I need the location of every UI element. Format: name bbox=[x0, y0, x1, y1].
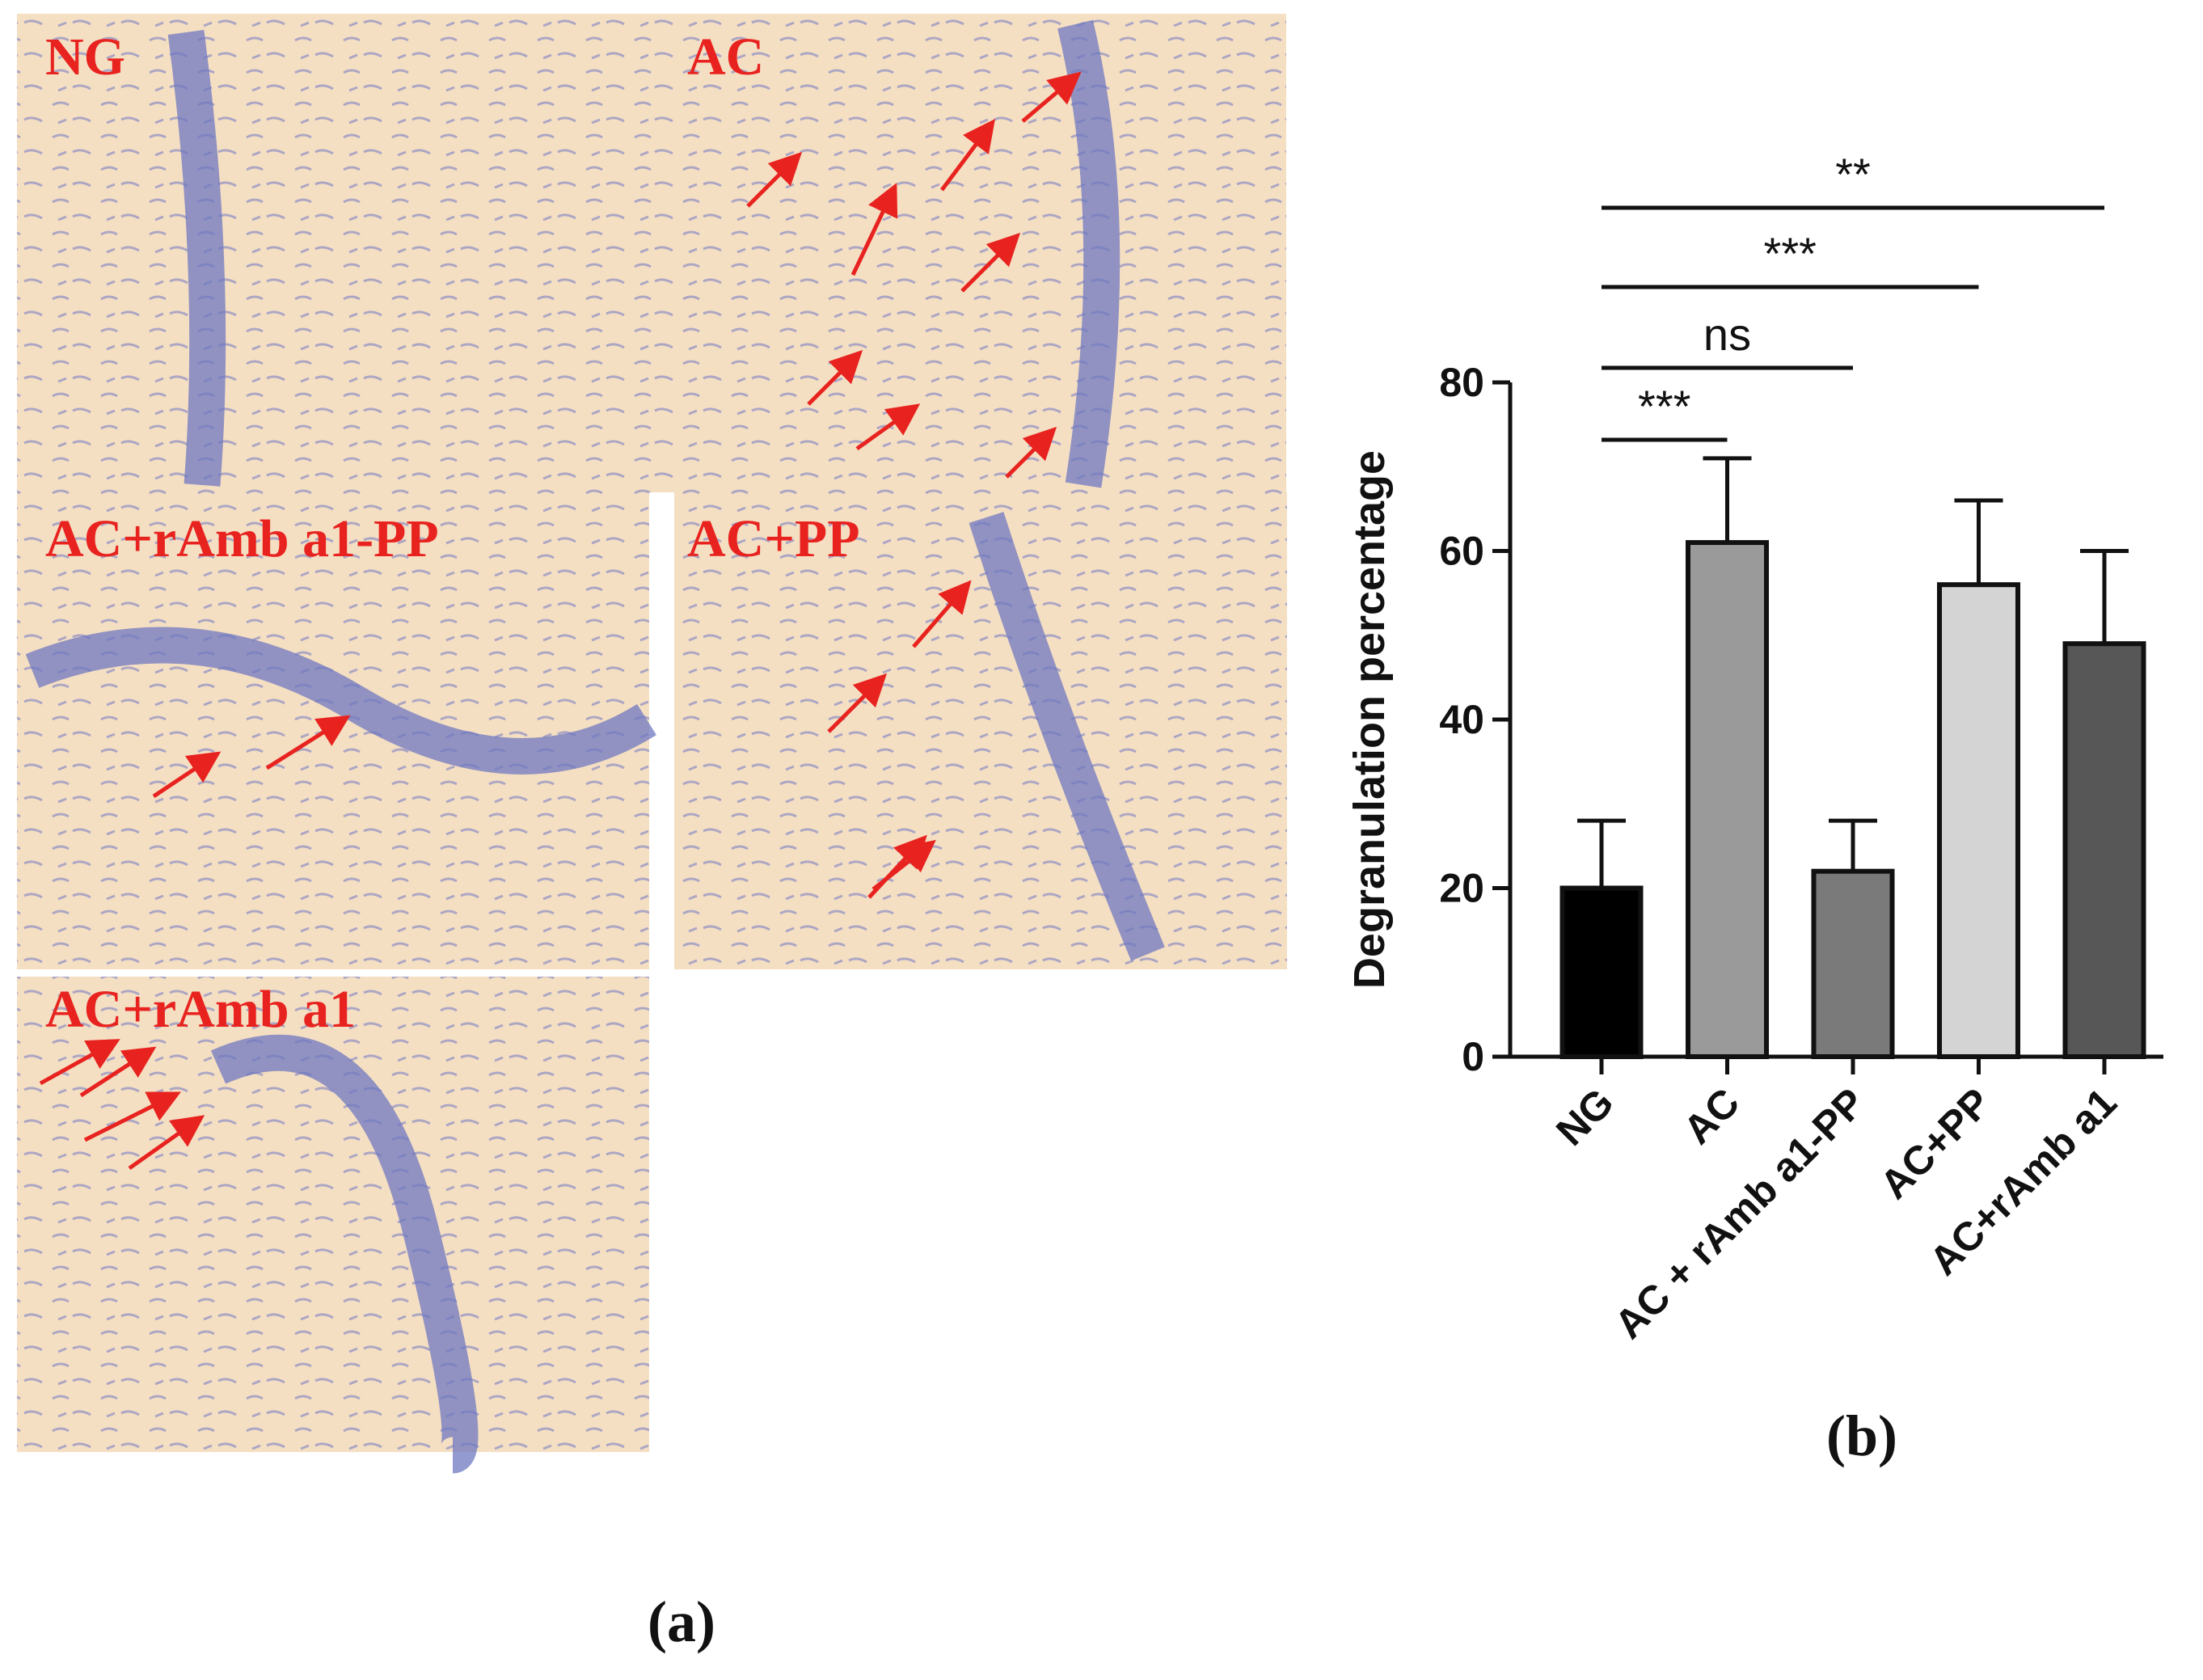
micrograph bbox=[649, 14, 1286, 492]
micrograph-label: AC+rAmb a1 bbox=[45, 980, 356, 1039]
bar bbox=[1559, 885, 1644, 1059]
significance-label: *** bbox=[1764, 228, 1817, 279]
y-tick-label: 40 bbox=[1439, 697, 1484, 742]
y-axis-label: Degranulation percentage bbox=[1345, 450, 1394, 989]
panel-label: (a) bbox=[648, 1589, 715, 1654]
significance-label: *** bbox=[1638, 381, 1690, 432]
y-tick-label: 80 bbox=[1439, 360, 1484, 405]
micrograph-label: AC bbox=[687, 27, 764, 87]
significance-label: ** bbox=[1835, 149, 1871, 200]
micrograph bbox=[17, 14, 649, 492]
x-tick-label: AC+PP bbox=[1872, 1079, 1999, 1207]
x-tick-label: AC bbox=[1675, 1079, 1749, 1153]
bar bbox=[1937, 582, 2020, 1059]
micrograph-label: AC+PP bbox=[687, 509, 860, 568]
micrograph-label: NG bbox=[45, 27, 125, 87]
y-tick-label: 20 bbox=[1439, 866, 1484, 911]
panel-label: (b) bbox=[1826, 1404, 1897, 1468]
bar bbox=[1686, 540, 1769, 1059]
x-tick-label: NG bbox=[1547, 1079, 1623, 1154]
micrograph bbox=[674, 492, 1287, 969]
micrograph-panels: NG AC AC+rAmb a1-PP AC+PP AC+rAmb a1 bbox=[17, 14, 1287, 1474]
arrows bbox=[39, 71, 1082, 1171]
bar bbox=[1811, 868, 1895, 1060]
epithelium bbox=[25, 19, 1165, 1474]
y-tick-label: 60 bbox=[1439, 529, 1484, 574]
y-tick-label: 0 bbox=[1462, 1034, 1484, 1079]
bar bbox=[2062, 641, 2146, 1059]
micrograph-label: AC+rAmb a1-PP bbox=[45, 509, 439, 568]
significance-label: ns bbox=[1703, 309, 1751, 360]
